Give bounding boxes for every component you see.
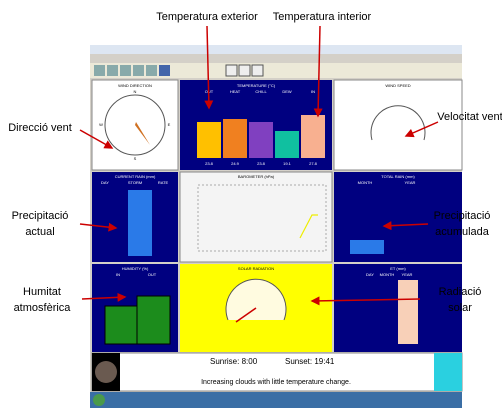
panel-title: ET (mm) [390, 266, 406, 271]
panel-title: BAROMETER (hPa) [238, 174, 275, 179]
annotation: Direcció vent [8, 122, 72, 134]
rain-label: DAY [101, 180, 109, 185]
sunrise: Sunrise: 8:00 [210, 357, 258, 366]
tool-btn[interactable] [159, 65, 170, 76]
humidity-label: OUT [148, 272, 157, 277]
et-bar [398, 280, 418, 344]
temp-value: 23.8 [205, 161, 214, 166]
total-rain-bar [350, 240, 384, 254]
panel-title: TOTAL RAIN (mm) [381, 174, 415, 179]
rain-label: MONTH [358, 180, 373, 185]
temp-bar [197, 122, 221, 158]
sunset: Sunset: 19:41 [285, 357, 335, 366]
tool-btn[interactable] [239, 65, 250, 76]
humidity-bar [137, 296, 170, 344]
title-bar [90, 45, 462, 54]
tool-btn[interactable] [107, 65, 118, 76]
annotation: actual [25, 226, 54, 238]
temp-value: 23.8 [257, 161, 266, 166]
tool-btn[interactable] [120, 65, 131, 76]
temp-label: CHILL [255, 89, 267, 94]
tool-btn[interactable] [146, 65, 157, 76]
rain-label: STORM [128, 180, 142, 185]
compass-label: E [168, 122, 171, 127]
temp-label: IN [311, 89, 315, 94]
panel-title: CURRENT RAIN (mm) [115, 174, 156, 179]
page: WIND DIRECTION N E S W TEMPERATURE (°C) … [0, 0, 502, 408]
start-button[interactable] [93, 394, 105, 406]
compass-label: W [99, 122, 103, 127]
annotation: atmosfèrica [14, 302, 72, 314]
toolbar [90, 63, 462, 78]
forecast-icon [434, 353, 462, 391]
annotation: Temperatura interior [273, 11, 372, 23]
temp-bar [249, 122, 273, 158]
panel-title: TEMPERATURE (°C) [237, 83, 276, 88]
et-label: YEAR [402, 272, 413, 277]
annotation: Precipitació [434, 210, 491, 222]
tool-btn[interactable] [252, 65, 263, 76]
panel-title: WIND DIRECTION [118, 83, 152, 88]
forecast-text: Increasing clouds with little temperatur… [201, 379, 351, 386]
taskbar [90, 392, 462, 408]
humidity-bar [105, 306, 137, 344]
tool-btn[interactable] [226, 65, 237, 76]
wind-speed-panel [334, 80, 462, 170]
annotation: Radiació [439, 286, 482, 298]
panel-title: WIND SPEED [385, 83, 410, 88]
temp-value: 19.1 [283, 161, 292, 166]
panel-title: SOLAR RADIATION [238, 266, 274, 271]
temp-label: DEW [282, 89, 292, 94]
tool-btn[interactable] [94, 65, 105, 76]
et-label: DAY [366, 272, 374, 277]
annotation: acumulada [435, 226, 490, 238]
compass-label: N [134, 89, 137, 94]
rain-label: RATE [158, 180, 169, 185]
screenshot: WIND DIRECTION N E S W TEMPERATURE (°C) … [0, 0, 502, 408]
moon [95, 361, 117, 383]
annotation: Precipitació [12, 210, 69, 222]
annotation: Temperatura exterior [156, 11, 258, 23]
temp-bar [275, 131, 299, 158]
tool-btn[interactable] [133, 65, 144, 76]
temp-bar [223, 119, 247, 158]
humidity-label: IN [116, 272, 120, 277]
temp-value: 27.8 [309, 161, 318, 166]
compass-label: S [134, 156, 137, 161]
et-label: MONTH [380, 272, 395, 277]
rain-label: YEAR [405, 180, 416, 185]
temp-label: HEAT [230, 89, 241, 94]
annotation: Humitat [23, 286, 61, 298]
temp-bar [301, 115, 325, 158]
panel-title: HUMIDITY (%) [122, 266, 149, 271]
annotation: Velocitat vent [437, 111, 502, 123]
annotation: solar [448, 302, 472, 314]
temp-value: 24.9 [231, 161, 240, 166]
rain-bar [128, 190, 152, 256]
